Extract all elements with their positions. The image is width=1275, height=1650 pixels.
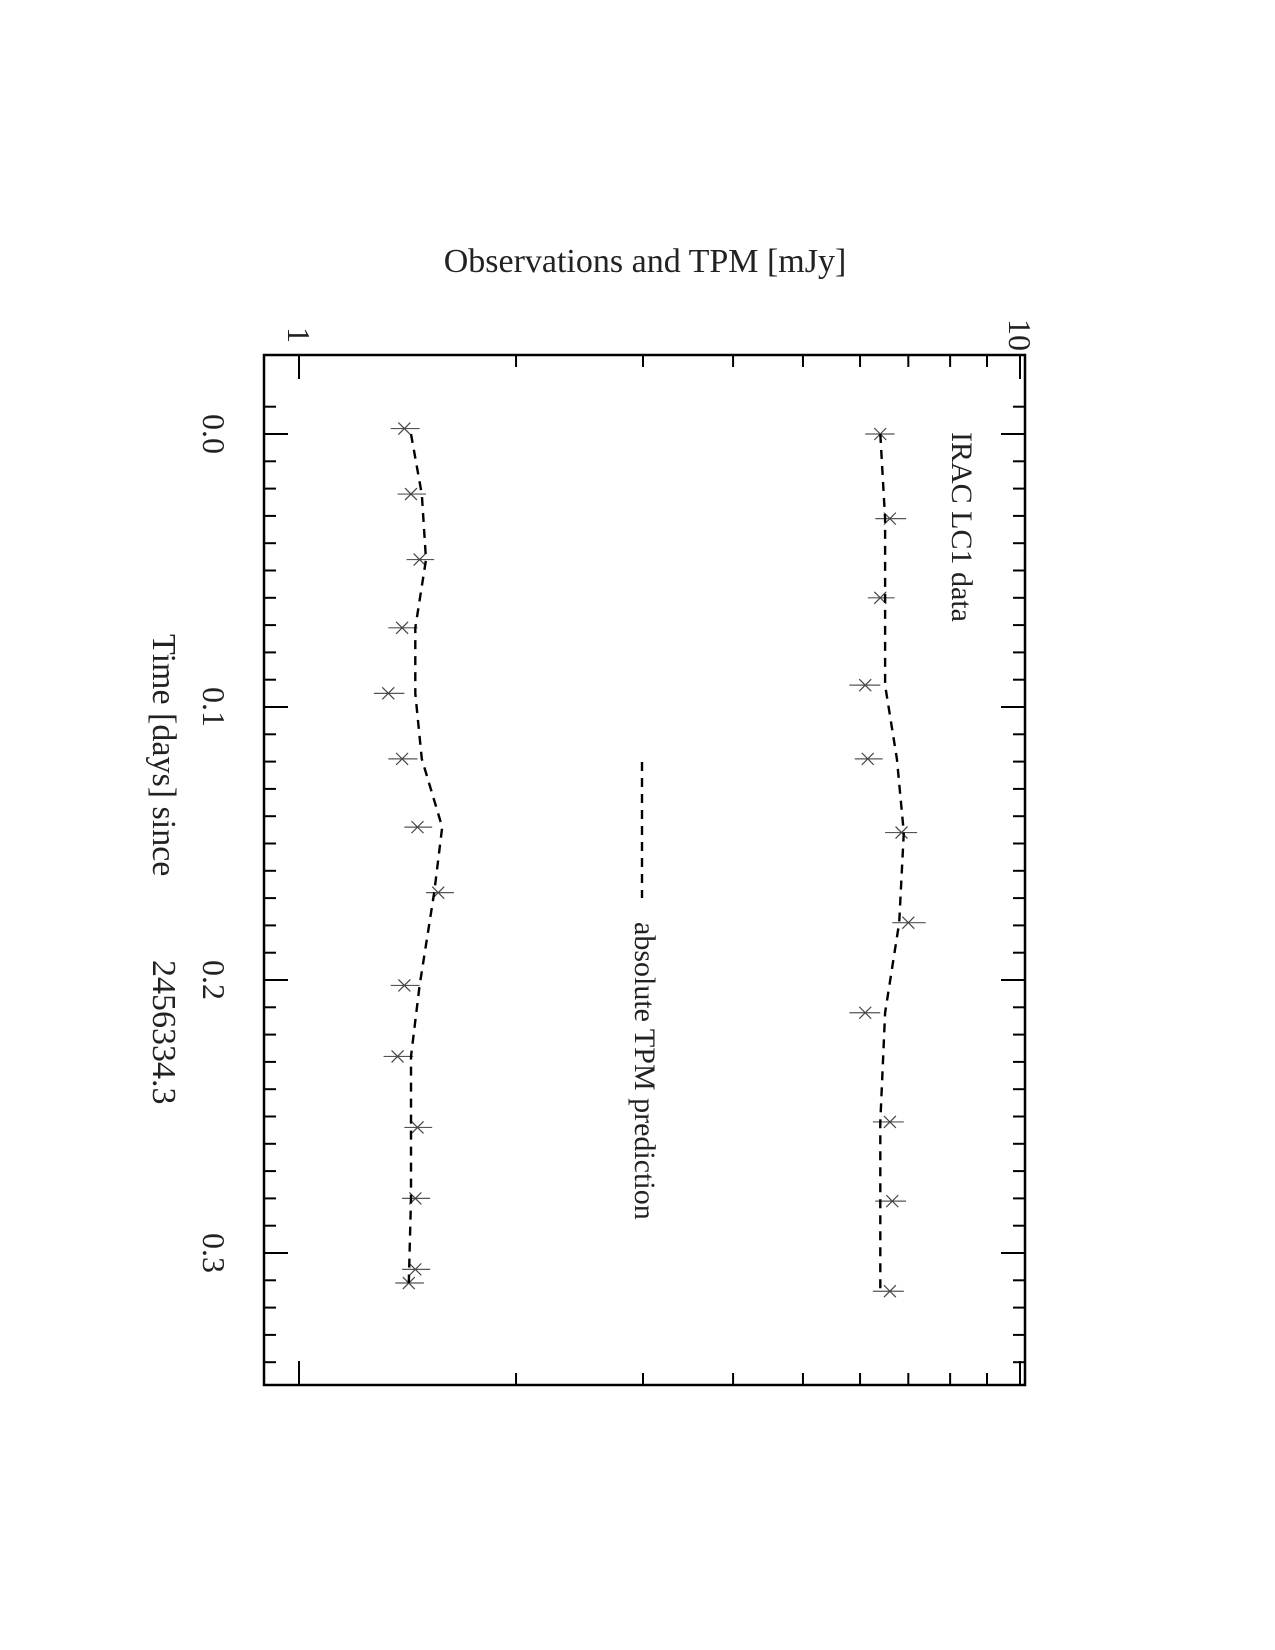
- x-axis-epoch: 2456334.3: [145, 960, 182, 1105]
- axis-ticks: 0.0 0.1 0.2 0.3 1 10: [196, 319, 1038, 1385]
- data-point: [397, 422, 411, 435]
- data-point: [411, 1120, 424, 1134]
- model-series-line: [879, 433, 906, 1292]
- plot-frame: [262, 353, 1027, 1387]
- data-point-stroke: [395, 621, 409, 635]
- data-point: [381, 686, 395, 700]
- data-point-stroke: [883, 1115, 897, 1129]
- x-tick-label: 0.2: [196, 960, 232, 1000]
- x-tick-label: 0.1: [196, 687, 232, 727]
- data-point-stroke: [411, 1120, 424, 1134]
- data-point: [411, 820, 424, 834]
- x-axis-title: Time [days] since: [145, 634, 182, 876]
- y-tick-label: 1: [281, 327, 317, 343]
- data-point-stroke: [391, 1050, 404, 1063]
- data-point-stroke: [413, 553, 427, 567]
- data-point-stroke: [883, 1284, 897, 1298]
- data-point-stroke: [873, 427, 887, 441]
- data-point-stroke: [397, 979, 411, 992]
- data-point: [397, 979, 411, 992]
- data-point: [404, 487, 418, 501]
- data-point: [391, 1050, 404, 1063]
- data-point-stroke: [858, 1006, 872, 1020]
- data-point-stroke: [901, 916, 915, 930]
- x-tick-label: 0.3: [196, 1233, 232, 1273]
- data-point-stroke: [895, 826, 908, 840]
- data-point: [413, 553, 427, 567]
- data-point-stroke: [858, 678, 872, 692]
- x-tick-label: 0.0: [196, 414, 232, 454]
- data-point: [402, 1276, 416, 1290]
- model-series-line: [407, 433, 444, 1284]
- data-point-stroke: [395, 752, 409, 766]
- y-tick-label: 10: [1002, 319, 1038, 351]
- data-point: [885, 1194, 899, 1208]
- data-point: [883, 1284, 897, 1298]
- data-point: [858, 1006, 872, 1020]
- data-point-stroke: [381, 686, 395, 700]
- data-point: [408, 1262, 422, 1276]
- data-point: [901, 916, 915, 930]
- data-point-stroke: [885, 1194, 899, 1208]
- data-point: [883, 1115, 897, 1129]
- axis-labels: Observations and TPM [mJy] Time [days] s…: [145, 243, 978, 1220]
- data-point-stroke: [861, 752, 875, 766]
- data-point-stroke: [408, 1262, 422, 1276]
- data-point: [395, 752, 409, 766]
- data-point-stroke: [397, 422, 411, 435]
- y-axis-title: Observations and TPM [mJy]: [444, 243, 847, 280]
- data-point: [895, 826, 908, 840]
- series-label-irac: IRAC LC1 data: [945, 432, 978, 622]
- data-point: [858, 678, 872, 692]
- data-point: [873, 427, 887, 441]
- data-point-stroke: [873, 591, 887, 605]
- data-point-stroke: [404, 487, 418, 501]
- data-point: [395, 621, 409, 635]
- data-point: [861, 752, 875, 766]
- series-layer: [373, 422, 926, 1298]
- model-legend: absolute TPM prediction: [628, 762, 661, 1220]
- model-legend-label: absolute TPM prediction: [628, 922, 661, 1220]
- data-point-stroke: [402, 1276, 416, 1290]
- data-point-stroke: [411, 820, 424, 834]
